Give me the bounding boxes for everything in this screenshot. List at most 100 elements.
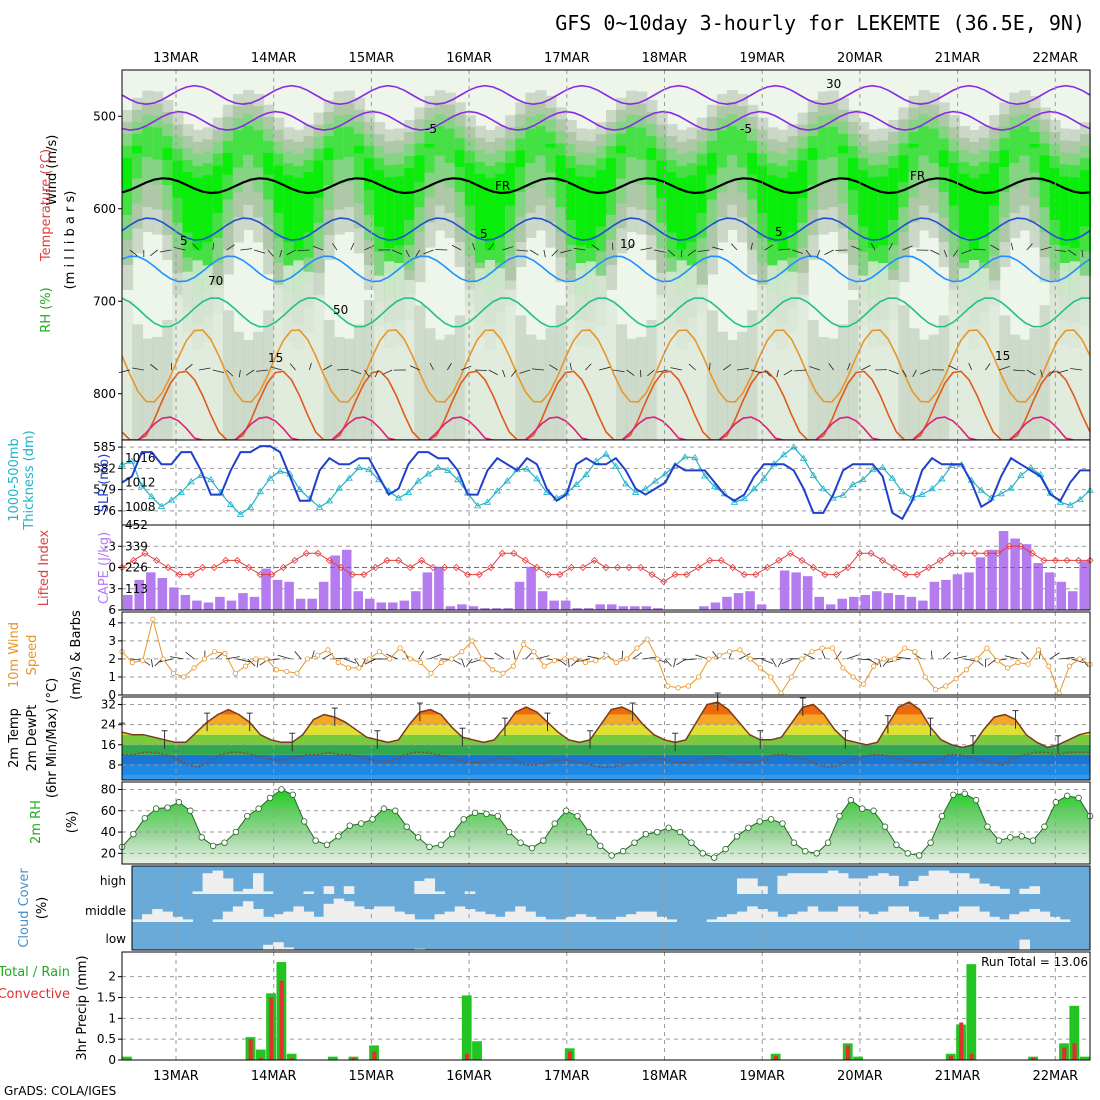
rh-shade-cell [958,268,970,440]
lifted-index-point [625,563,633,572]
thickness-point [997,490,1005,497]
rh-shade-cell [1039,305,1051,440]
wind-speed-point [170,670,177,676]
cloud-cell-middle [767,911,778,922]
rh-shade-cell [182,271,194,440]
lifted-index-point [948,549,956,557]
rh-point [950,791,957,798]
wind-speed-point [634,645,640,651]
lifted-index-point [971,549,979,557]
date-label-bottom: 18MAR [642,1069,688,1084]
wind-barb [792,249,803,254]
wind-speed-point [490,667,496,673]
cloud-cell-middle [595,919,607,922]
rh-shade-cell [575,263,587,440]
rh-point [449,830,456,838]
wind-speed-point [593,658,599,664]
cloud-cell-high [847,878,859,894]
wind-barb [688,363,696,371]
rh-point [608,852,615,859]
cape-bar [722,596,732,610]
rh-shade-cell [616,133,628,179]
rh-shade-cell [374,170,386,227]
rh-point [187,807,194,814]
cape-bar [987,549,997,610]
cloud-cell-middle [968,906,980,922]
date-label-top: 19MAR [739,51,785,66]
wind-barb-10m [494,652,505,660]
cloud-cell-middle [858,911,869,922]
rh-shade-cell [232,130,244,168]
rh-point [676,828,684,836]
cloud-cell-middle [555,919,567,922]
wind-barb-10m [930,650,933,659]
lifted-index-point [821,571,829,579]
rh-point [733,833,741,840]
thickness-point [839,491,847,498]
cloud-cell-high [878,873,889,894]
rh-shade-cell [414,155,426,183]
wind-barb [472,242,476,251]
rh-shade-cell [1079,275,1091,440]
lifted-index-point [348,571,357,579]
rh-shade-cell [747,310,759,440]
wind-barb [184,363,193,371]
rh-shade-cell [132,324,144,440]
wind-speed-point [139,658,146,664]
cloud-cell-middle [898,906,909,922]
temp-band [122,714,1090,725]
wind-barb [312,245,324,251]
cloud-cell-high [303,891,315,894]
rh-point [130,830,137,838]
rh-shade-cell [948,163,960,206]
lifted-index-point [936,556,944,564]
lifted-index-point [740,571,748,579]
wind-barb [626,243,634,251]
cloud-cell-high [242,888,254,894]
rh-shade-cell [616,324,628,440]
rh-point [597,842,604,850]
lifted-index-point [199,563,207,572]
wind-barb [764,244,774,251]
cloud-cell-middle [495,916,506,922]
rh-shade-cell [464,289,476,440]
lifted-index-point [844,563,852,572]
rh-shade-cell [132,145,144,154]
cloud-cell-middle [636,911,647,922]
rh-point [551,820,558,827]
rh-shade-cell [888,168,900,220]
cape-bar [468,606,479,610]
rh-point [198,834,205,841]
wind-barb [1067,249,1077,256]
rh-point [483,810,490,818]
wind-barb-10m [361,658,366,668]
rh-point [984,823,991,830]
lifted-index-point [291,556,299,564]
wind-barb [451,244,462,251]
rh-point [323,841,331,849]
wind-speed-point [397,645,403,651]
precip-total-bar [327,1056,338,1060]
lifted-index-point [1086,556,1094,564]
cape-bar [802,576,813,610]
wind-speed-point [459,649,465,655]
thickness-tick-label: 579 [93,483,116,497]
cape-bar [318,581,329,610]
lifted-index-point [383,556,391,564]
lifted-index-point [521,556,529,564]
rh-shade-cell [192,177,204,250]
rh-point [619,848,627,855]
wind-barb-10m [643,656,658,660]
wind-speed-point [860,681,867,687]
wind-barb-10m [683,658,697,661]
rh-shade-cell [1079,170,1091,227]
rh-point [357,820,365,827]
thickness-point [819,485,828,492]
rh-point [710,854,718,861]
rh-shade-cell [706,310,718,440]
rh-point [915,852,923,859]
cloud-cell-middle [1049,916,1061,922]
cloud-cell-high [898,886,909,894]
rh-point [904,850,911,857]
wind-barb [912,369,917,378]
